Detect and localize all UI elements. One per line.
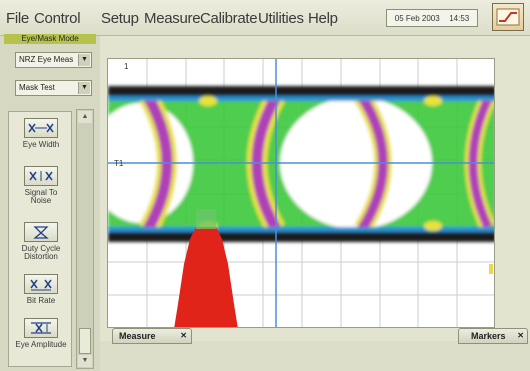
signal-select-value: NRZ Eye Meas: [19, 55, 74, 64]
eye-diagram-display[interactable]: T1 1: [107, 58, 495, 328]
mode-label: Eye/Mask Mode: [4, 34, 96, 44]
date-time-display: 05 Feb 2003 14:53: [386, 9, 478, 27]
channel-label: 1: [124, 62, 129, 71]
histogram: [174, 227, 238, 327]
eye-diagram-plot: T1 1: [108, 59, 494, 327]
tool-label: Bit Rate: [26, 296, 56, 305]
scroll-down-icon[interactable]: ▼: [78, 355, 92, 367]
bottom-tab-bar: [100, 341, 530, 371]
menu-calibrate[interactable]: Calibrate: [200, 10, 258, 27]
measure-tab[interactable]: Measure ✕: [112, 328, 192, 344]
toolbox-scrollbar[interactable]: ▲ ▼: [76, 109, 94, 369]
markers-tab-label: Markers: [471, 331, 506, 341]
signal-to-noise-button[interactable]: Signal To Noise: [15, 166, 67, 205]
close-icon[interactable]: ✕: [180, 331, 187, 340]
tool-label: Signal To Noise: [24, 188, 58, 205]
right-edge-marker: [489, 264, 493, 274]
scroll-thumb[interactable]: [79, 328, 91, 354]
menu-control[interactable]: Control: [34, 10, 81, 27]
menu-utilities[interactable]: Utilities: [258, 10, 304, 27]
duty-cycle-distortion-icon: [24, 222, 58, 242]
eye-amplitude-button[interactable]: Eye Amplitude: [15, 318, 67, 349]
menu-measure[interactable]: Measure: [144, 10, 201, 27]
marker-label: T1: [114, 159, 124, 168]
measurement-toolbox: Eye Width Signal To Noise Duty Cycle Dis…: [8, 111, 72, 367]
test-select[interactable]: Mask Test ▼: [15, 80, 92, 96]
bit-rate-icon: [24, 274, 58, 294]
markers-tab[interactable]: Markers ✕: [458, 328, 528, 344]
tool-label: Eye Width: [22, 140, 60, 149]
time-text: 14:53: [449, 13, 470, 23]
chevron-down-icon: ▼: [78, 82, 90, 94]
date-text: 05 Feb 2003: [394, 13, 440, 23]
histogram-window: [196, 209, 216, 229]
tool-label: Eye Amplitude: [15, 340, 67, 349]
menu-bar: File Control Setup Measure Calibrate Uti…: [0, 0, 530, 36]
menu-setup[interactable]: Setup: [101, 10, 139, 27]
menu-file[interactable]: File: [6, 10, 29, 27]
tool-label: Duty Cycle Distortion: [21, 244, 61, 261]
eye-width-button[interactable]: Eye Width: [15, 118, 67, 149]
test-select-value: Mask Test: [19, 83, 55, 92]
duty-cycle-distortion-button[interactable]: Duty Cycle Distortion: [15, 222, 67, 261]
bit-rate-button[interactable]: Bit Rate: [15, 274, 67, 305]
left-panel: Eye/Mask Mode NRZ Eye Meas ▼ Mask Test ▼…: [0, 34, 100, 371]
menu-help[interactable]: Help: [308, 10, 338, 27]
chevron-down-icon: ▼: [78, 54, 90, 66]
eye-width-icon: [24, 118, 58, 138]
signal-select[interactable]: NRZ Eye Meas ▼: [15, 52, 92, 68]
close-icon[interactable]: ✕: [517, 331, 524, 340]
scope-app-icon[interactable]: [492, 3, 524, 31]
eye-pattern: [108, 86, 494, 242]
signal-to-noise-icon: [24, 166, 58, 186]
eye-amplitude-icon: [24, 318, 58, 338]
measure-tab-label: Measure: [119, 331, 156, 341]
scroll-up-icon[interactable]: ▲: [78, 111, 92, 123]
